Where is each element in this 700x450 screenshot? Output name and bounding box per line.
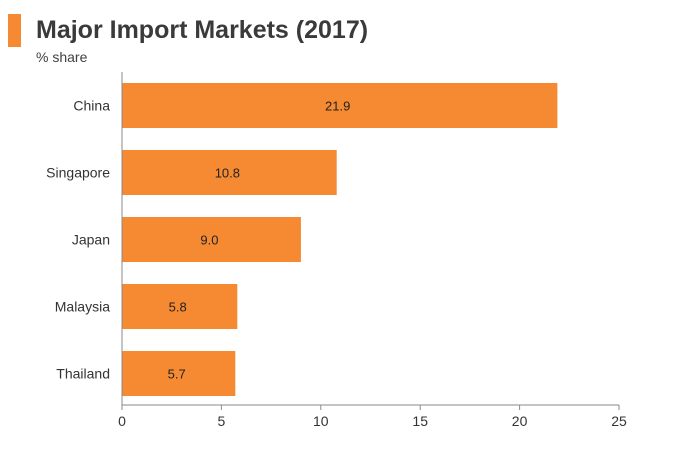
bar-malaysia (122, 284, 238, 329)
bar-japan (122, 217, 301, 262)
category-label: China (73, 98, 110, 114)
bar-value-label: 5.8 (169, 300, 187, 315)
bar-thailand (122, 351, 236, 396)
x-tick-label: 20 (512, 413, 528, 429)
x-tick-label: 5 (218, 413, 226, 429)
bar-value-label: 5.7 (168, 367, 186, 382)
x-tick-label: 0 (118, 413, 126, 429)
bar-china (122, 83, 558, 128)
bar-value-label: 9.0 (200, 233, 218, 248)
value-labels-layer: 21.9 10.8 9.0 5.8 5.7 (168, 99, 351, 382)
x-tick-label: 25 (611, 413, 627, 429)
category-label: Japan (72, 232, 110, 248)
category-label: Singapore (46, 165, 110, 181)
chart-title: Major Import Markets (2017) (36, 16, 369, 44)
bar-value-label: 21.9 (325, 99, 350, 114)
title-accent-bar (8, 14, 21, 47)
x-tick-label: 10 (313, 413, 329, 429)
category-label: Malaysia (55, 299, 110, 315)
category-label: Thailand (56, 366, 110, 382)
bar-singapore (122, 150, 337, 195)
bars-layer (122, 83, 558, 396)
x-tick-label: 15 (412, 413, 428, 429)
chart-subtitle: % share (36, 49, 88, 65)
bar-value-label: 10.8 (215, 166, 240, 181)
category-labels-layer: China Singapore Japan Malaysia Thailand (46, 98, 110, 382)
axis-layer: 0 5 10 15 20 25 (118, 72, 627, 429)
